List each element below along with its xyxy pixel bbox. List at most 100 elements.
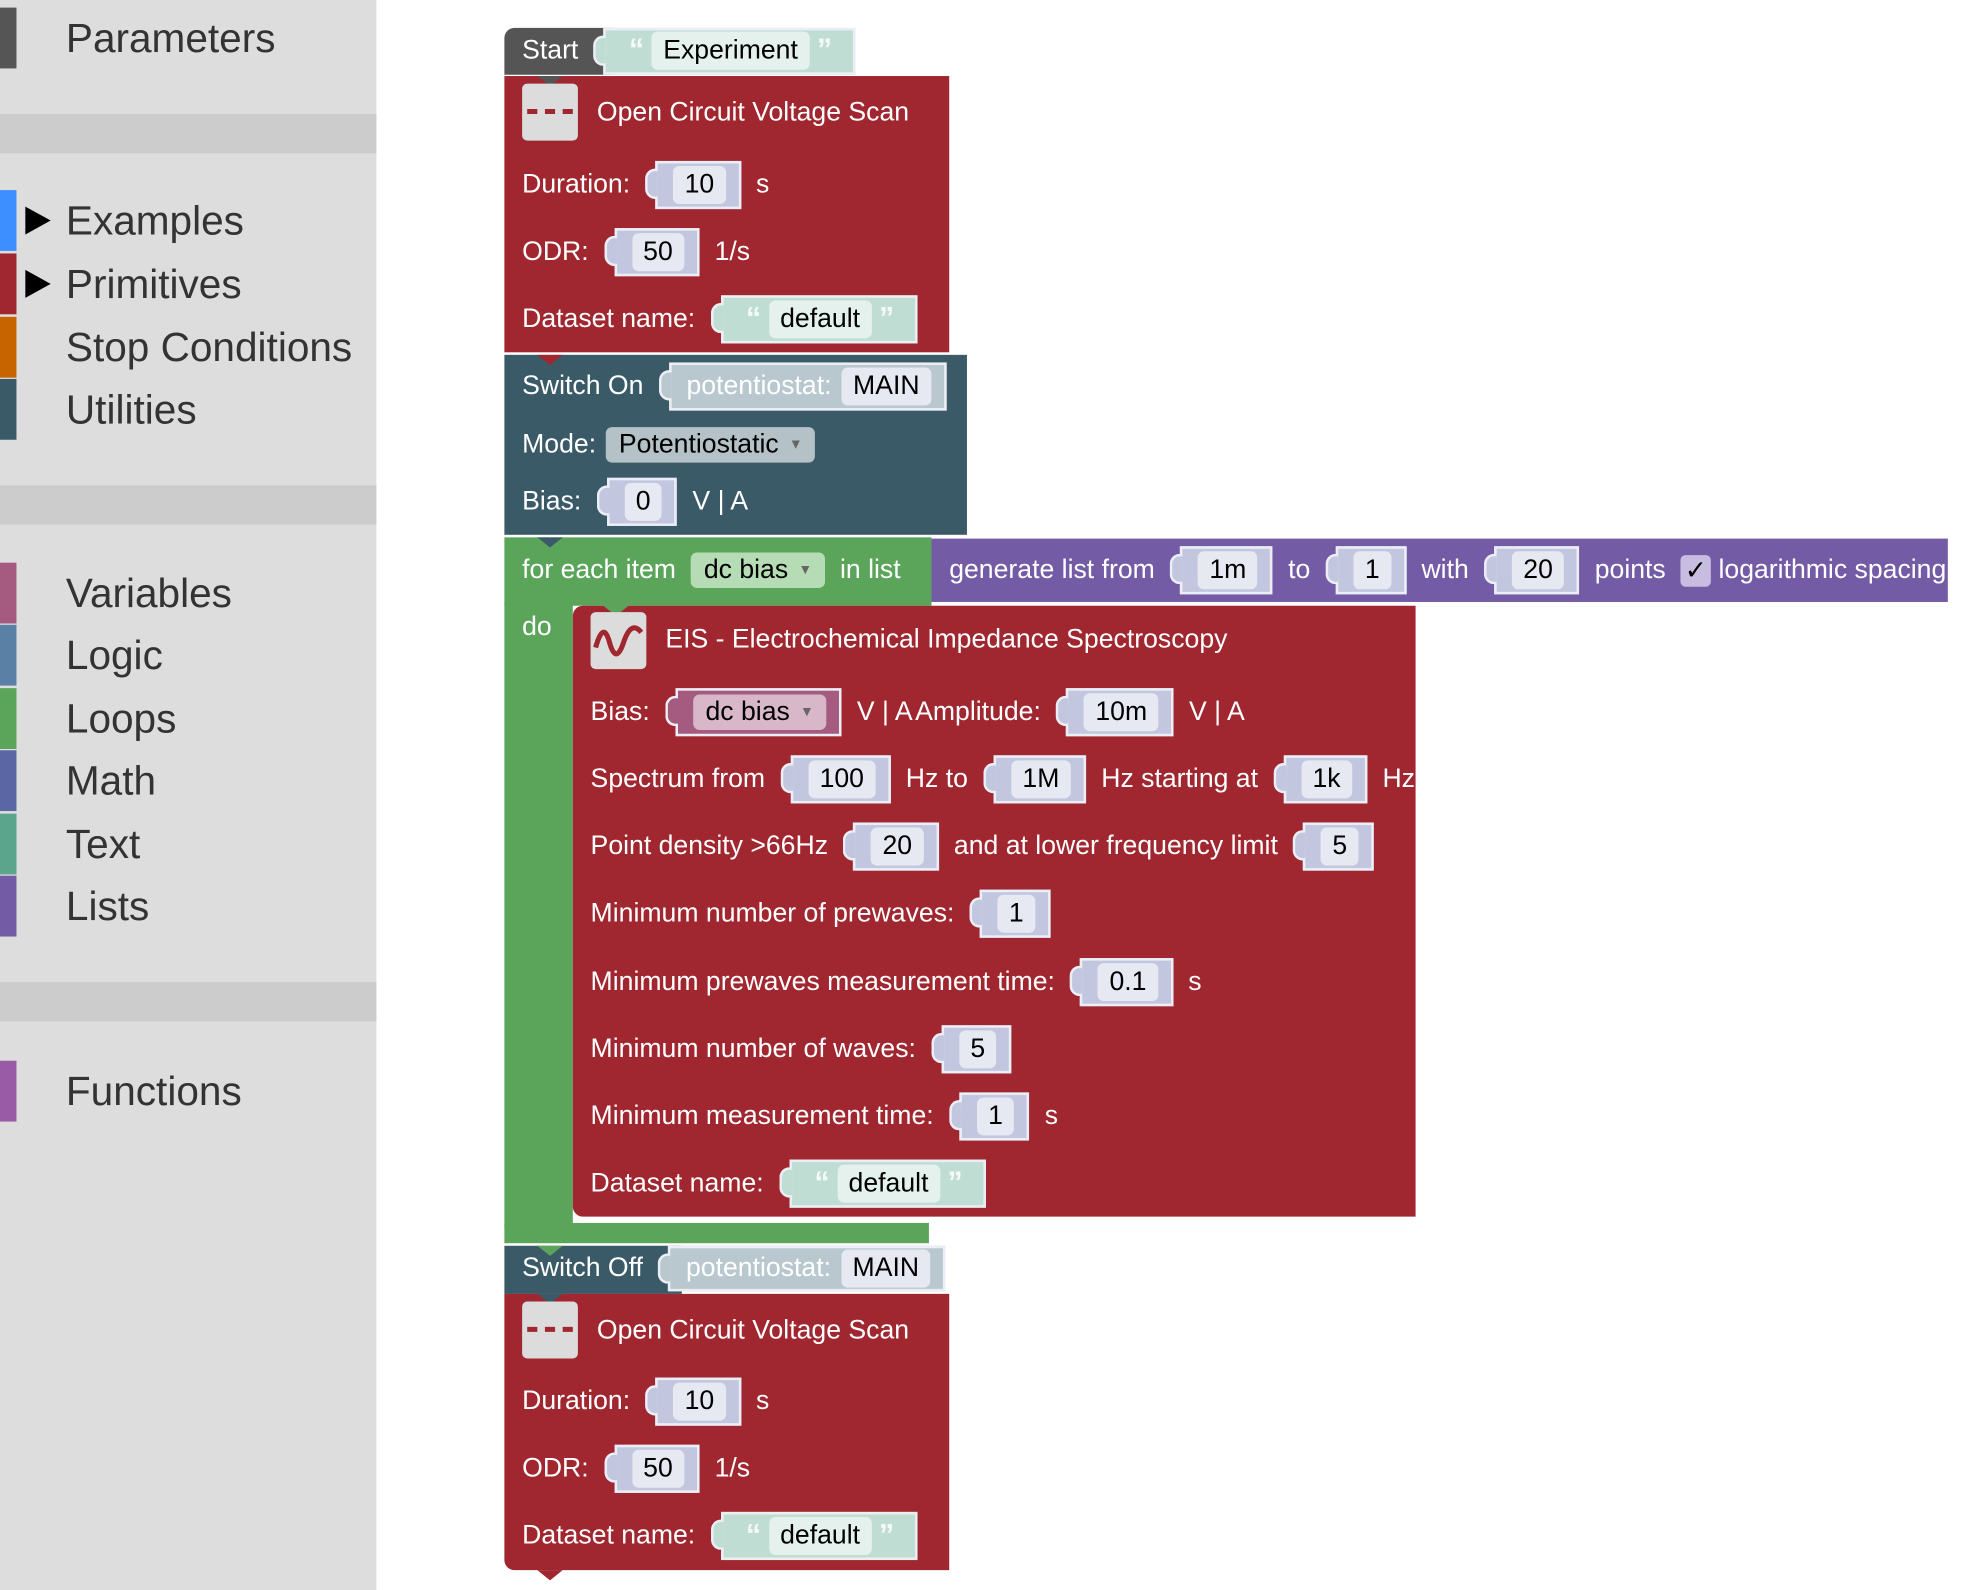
waves-block[interactable]: 5: [931, 1025, 1012, 1074]
bias-number-block[interactable]: 0: [596, 477, 678, 526]
duration-input[interactable]: 10: [673, 166, 726, 205]
potentiostat-field[interactable]: MAIN: [841, 1249, 931, 1288]
eis-dataset-text-block[interactable]: “default”: [778, 1159, 986, 1208]
starting-at-label: Hz starting at: [1101, 764, 1259, 794]
measurement-time-block[interactable]: 1: [948, 1092, 1030, 1141]
loop-variable-dropdown[interactable]: dc bias ▼: [691, 552, 825, 589]
duration-label: Duration:: [522, 1386, 631, 1416]
experiment-name-text-block[interactable]: “Experiment”: [593, 27, 855, 75]
start-row: Start “Experiment”: [522, 24, 855, 77]
spectrum-start-input[interactable]: 1k: [1301, 760, 1353, 799]
category-functions[interactable]: Functions: [0, 1060, 376, 1122]
ocv-title: Open Circuit Voltage Scan: [596, 1315, 910, 1345]
from-number-block[interactable]: 1m: [1170, 546, 1273, 595]
category-color-bar: [0, 7, 17, 69]
potentiostat-block[interactable]: potentiostat: MAIN: [658, 1245, 946, 1292]
experiment-name-field[interactable]: Experiment: [651, 31, 810, 70]
category-label: Logic: [65, 631, 163, 678]
separator: [0, 982, 377, 1022]
measurement-time-unit: s: [1044, 1101, 1059, 1131]
category-primitives[interactable]: Primitives: [0, 253, 376, 315]
waves-input[interactable]: 5: [959, 1030, 997, 1069]
category-parameters[interactable]: Parameters: [0, 7, 376, 69]
dataset-text-block[interactable]: “default”: [710, 295, 918, 344]
category-text[interactable]: Text: [0, 813, 376, 875]
in-list-label: in list: [840, 555, 901, 585]
start-label: Start: [522, 35, 579, 65]
odr-number-block[interactable]: 50: [603, 1444, 700, 1493]
dataset-input[interactable]: default: [768, 300, 872, 339]
prewaves-block[interactable]: 1: [969, 889, 1051, 938]
category-examples[interactable]: Examples: [0, 190, 376, 251]
close-quote-icon: ”: [816, 32, 833, 68]
measurement-time-input[interactable]: 1: [976, 1097, 1015, 1136]
amplitude-input[interactable]: 10m: [1083, 693, 1159, 732]
category-stop-conditions[interactable]: Stop Conditions: [0, 316, 376, 378]
open-quote-icon: “: [745, 1518, 762, 1553]
switch-off-block[interactable]: [504, 1245, 682, 1294]
category-label: Loops: [65, 695, 177, 741]
open-quote-icon: “: [629, 32, 645, 68]
point-density-label: Point density >66Hz: [590, 831, 829, 861]
category-utilities[interactable]: Utilities: [0, 378, 376, 440]
odr-label: ODR:: [522, 236, 589, 267]
category-loops[interactable]: Loops: [0, 688, 376, 749]
category-color-bar: [0, 688, 17, 749]
to-number-block[interactable]: 1: [1325, 546, 1407, 595]
amplitude-number-block[interactable]: 10m: [1056, 688, 1174, 737]
do-label: do: [522, 612, 552, 642]
duration-number-block[interactable]: 10: [645, 160, 741, 210]
odr-number-block[interactable]: 50: [603, 228, 700, 277]
potentiostat-field[interactable]: MAIN: [841, 367, 931, 406]
to-input[interactable]: 1: [1353, 551, 1392, 590]
category-label: Lists: [65, 882, 150, 929]
potentiostat-block[interactable]: potentiostat: MAIN: [658, 362, 947, 411]
bias-variable-block[interactable]: dc bias ▼: [664, 688, 842, 737]
measurement-time-label: Minimum measurement time:: [590, 1101, 934, 1131]
dropdown-arrow-icon: ▼: [788, 437, 803, 453]
bias-input[interactable]: 0: [624, 482, 663, 521]
bias-variable-dropdown[interactable]: dc bias ▼: [692, 694, 827, 730]
odr-input[interactable]: 50: [631, 1449, 685, 1488]
generate-list-label: generate list from: [949, 555, 1155, 585]
category-lists[interactable]: Lists: [0, 875, 376, 937]
category-color-bar: [0, 253, 17, 315]
prewave-time-input[interactable]: 0.1: [1098, 963, 1158, 1002]
category-logic[interactable]: Logic: [0, 624, 376, 686]
duration-unit: s: [756, 169, 770, 199]
odr-input[interactable]: 50: [631, 233, 685, 272]
spectrum-label: Spectrum from: [590, 764, 766, 794]
eis-dataset-input[interactable]: default: [837, 1164, 940, 1203]
lower-limit-input[interactable]: 5: [1320, 827, 1359, 866]
expand-triangle-icon[interactable]: [25, 206, 51, 235]
mode-dropdown[interactable]: Potentiostatic ▼: [606, 427, 816, 463]
prewaves-input[interactable]: 1: [997, 894, 1036, 933]
duration-number-block[interactable]: 10: [645, 1377, 741, 1426]
amplitude-unit: V | A: [1188, 697, 1245, 727]
points-number-block[interactable]: 20: [1483, 546, 1580, 595]
spectrum-to-block[interactable]: 1M: [983, 755, 1087, 804]
points-input[interactable]: 20: [1511, 551, 1565, 590]
point-density-block[interactable]: 20: [843, 822, 939, 871]
point-density-input[interactable]: 20: [871, 827, 924, 866]
duration-input[interactable]: 10: [673, 1382, 726, 1421]
potentiostat-label: potentiostat:: [686, 1253, 832, 1283]
logarithmic-checkbox[interactable]: ✓: [1680, 554, 1711, 587]
category-variables[interactable]: Variables: [0, 562, 376, 624]
loop-variable-value: dc bias: [703, 555, 789, 585]
lower-limit-block[interactable]: 5: [1293, 822, 1374, 871]
category-math[interactable]: Math: [0, 750, 376, 812]
spectrum-start-block[interactable]: 1k: [1273, 755, 1368, 804]
prewave-time-block[interactable]: 0.1: [1070, 958, 1174, 1007]
switch-on-label: Switch On: [522, 371, 644, 401]
prewave-time-unit: s: [1188, 966, 1202, 997]
spectrum-from-input[interactable]: 100: [808, 760, 876, 799]
from-input[interactable]: 1m: [1197, 551, 1258, 590]
generate-list-block[interactable]: [931, 538, 1948, 602]
dataset-text-block[interactable]: “default”: [710, 1511, 918, 1561]
potentiostat-label: potentiostat:: [686, 371, 832, 401]
dataset-input[interactable]: default: [768, 1516, 872, 1555]
spectrum-to-input[interactable]: 1M: [1011, 760, 1071, 799]
spectrum-from-block[interactable]: 100: [780, 755, 891, 804]
expand-triangle-icon[interactable]: [25, 269, 51, 298]
